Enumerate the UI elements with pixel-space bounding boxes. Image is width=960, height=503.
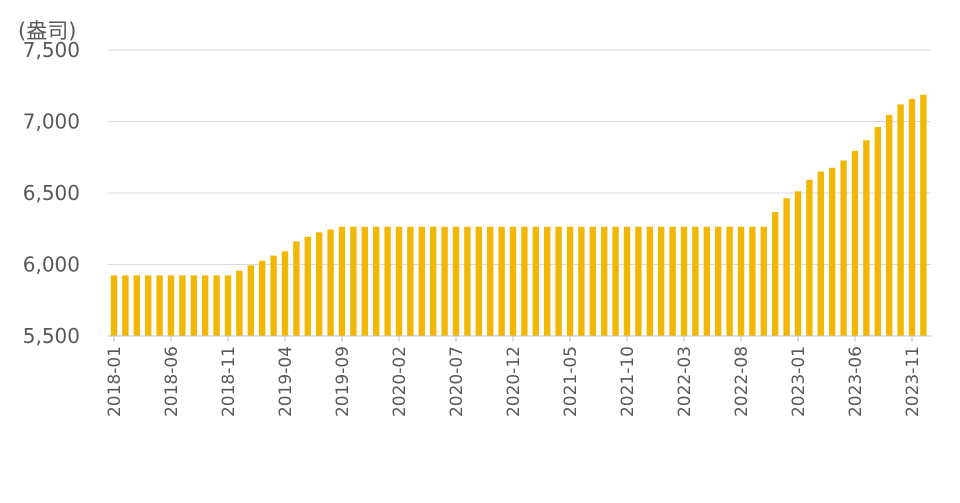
bar [464, 226, 471, 336]
bar [316, 232, 323, 336]
bar [874, 126, 881, 337]
bar [110, 275, 118, 336]
bar [487, 226, 494, 336]
bar [373, 226, 380, 336]
bar [498, 226, 505, 336]
bar [270, 255, 277, 336]
bar [794, 191, 802, 336]
bar [293, 241, 300, 336]
bar [281, 251, 289, 336]
bar [259, 260, 266, 336]
bar [145, 275, 152, 336]
y-tick-label: 7,000 [23, 110, 80, 134]
bar [361, 226, 368, 336]
bar [635, 226, 642, 336]
bar [760, 226, 767, 336]
bar [623, 226, 631, 336]
bar [395, 226, 403, 336]
bar [532, 226, 539, 336]
bar [122, 275, 129, 336]
bar [658, 226, 665, 336]
bar [749, 226, 756, 336]
bar [726, 226, 733, 336]
x-tick-label: 2018-06 [162, 346, 182, 417]
bar [772, 212, 779, 336]
x-tick-label: 2020-07 [447, 346, 467, 417]
y-tick-label: 5,500 [23, 324, 80, 348]
bar [509, 226, 517, 336]
bar [384, 226, 391, 336]
x-tick-label: 2019-09 [333, 346, 353, 417]
bar [840, 160, 847, 336]
bar [783, 198, 790, 336]
bar [886, 114, 893, 336]
bar [521, 226, 528, 336]
bar [202, 275, 209, 336]
x-tick-label: 2019-04 [276, 346, 296, 417]
bar [589, 226, 596, 336]
bar [190, 275, 197, 336]
bar [669, 226, 676, 336]
bar [327, 229, 334, 336]
x-tick-label: 2022-03 [675, 346, 695, 417]
y-tick-label: 6,500 [23, 181, 80, 205]
bar [475, 226, 482, 336]
bar [544, 226, 551, 336]
bar [737, 226, 745, 336]
bar [829, 167, 836, 336]
y-tick-label: 7,500 [23, 38, 80, 62]
bar [338, 226, 346, 336]
bar [646, 226, 653, 336]
bar [224, 275, 232, 336]
bar [407, 226, 414, 336]
bar [133, 275, 140, 336]
bar [680, 226, 688, 336]
bar [863, 140, 870, 336]
bar [566, 226, 574, 336]
bar [612, 226, 619, 336]
bar [441, 226, 448, 336]
bar [817, 171, 824, 336]
bar [430, 226, 437, 336]
bar [715, 226, 722, 336]
bar [304, 236, 311, 336]
bar [703, 226, 710, 336]
bar [236, 270, 243, 336]
bar [908, 98, 916, 336]
x-tick-label: 2021-05 [561, 346, 581, 417]
bar [806, 179, 813, 336]
y-tick-label: 6,000 [23, 253, 80, 277]
x-tick-label: 2020-02 [390, 346, 410, 417]
bar [179, 275, 186, 336]
bar [213, 275, 220, 336]
bar [851, 150, 859, 336]
x-tick-label: 2018-01 [105, 346, 125, 417]
x-tick-label: 2023-01 [789, 346, 809, 417]
bar [920, 94, 927, 336]
bar [167, 275, 175, 336]
bar [156, 275, 163, 336]
chart-title: (盎司) [18, 19, 76, 43]
bar [897, 104, 904, 336]
bar [601, 226, 608, 336]
bar [692, 226, 699, 336]
bar [350, 226, 357, 336]
x-tick-label: 2018-11 [219, 346, 239, 417]
x-tick-label: 2023-11 [903, 346, 923, 417]
bar [452, 226, 460, 336]
bar [578, 226, 585, 336]
bar [247, 265, 254, 336]
x-tick-label: 2020-12 [504, 346, 524, 417]
bar [555, 226, 562, 336]
x-tick-label: 2021-10 [618, 346, 638, 417]
x-tick-label: 2023-06 [846, 346, 866, 417]
bar [418, 226, 425, 336]
x-tick-label: 2022-08 [732, 346, 752, 417]
